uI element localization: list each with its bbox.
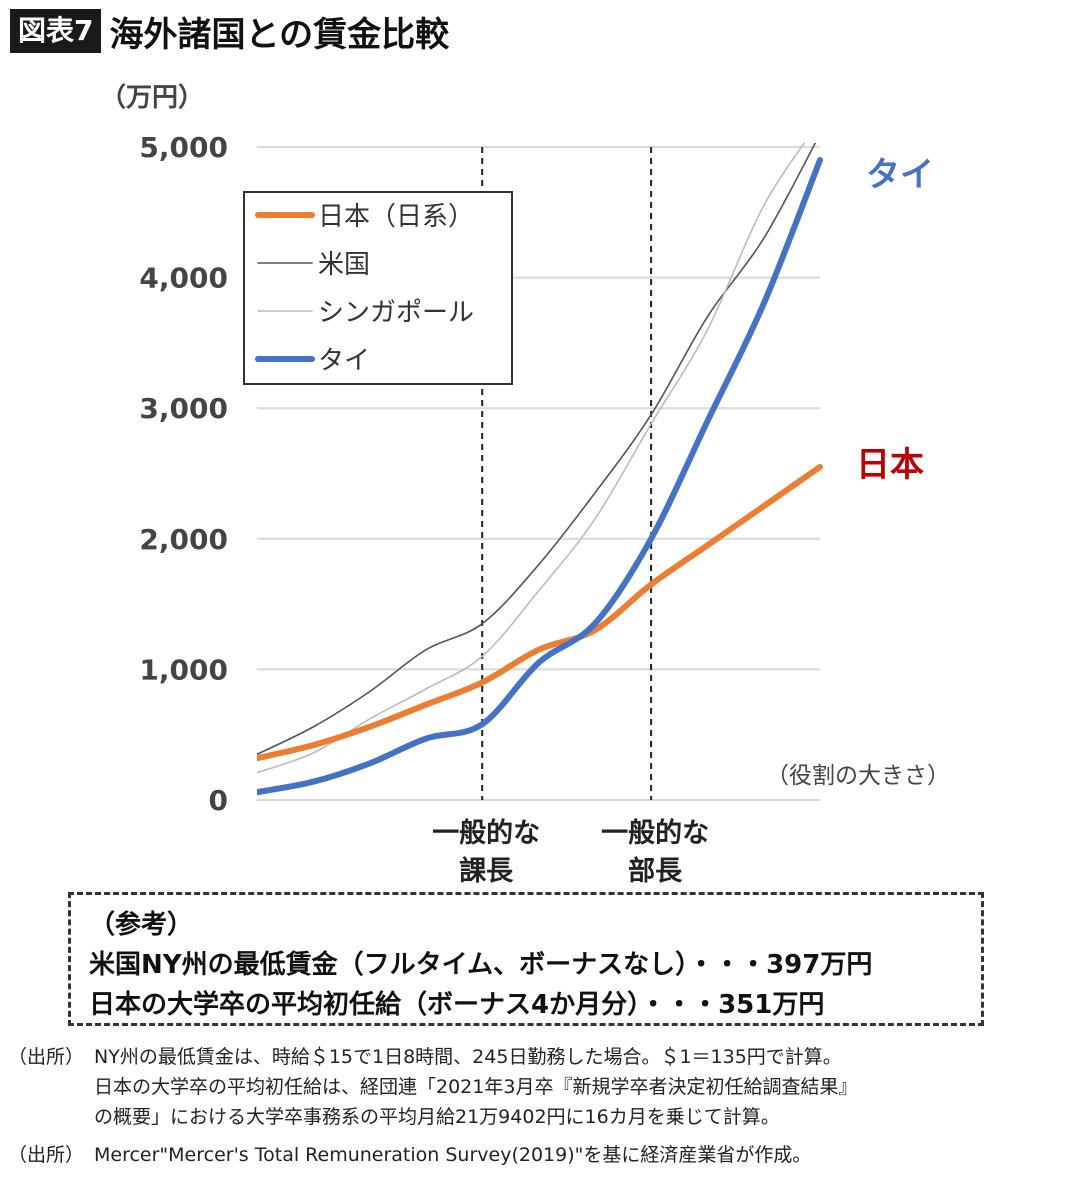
legend-label: 米国 xyxy=(318,250,370,280)
source-note-line: Mercer"Mercer's Total Remuneration Surve… xyxy=(94,1144,812,1166)
reference-heading: （参考） xyxy=(89,910,194,940)
source-note-2: （出所） Mercer"Mercer's Total Remuneration … xyxy=(8,1140,1076,1170)
role-marker-label: 部長 xyxy=(628,855,683,887)
source-note-line: の概要」における大学卒事務系の平均月給21万9402円に16カ月を乗じて計算。 xyxy=(94,1106,780,1128)
annotation-japan: 日本 xyxy=(856,445,924,485)
role-marker-label: 一般的な xyxy=(601,817,709,849)
reference-line-japan: 日本の大学卒の平均初任給（ボーナス4か月分）・・・351万円 xyxy=(89,990,825,1020)
x-axis-label: （役割の大きさ） xyxy=(766,763,950,789)
source-label: （出所） xyxy=(8,1144,85,1166)
y-tick-label: 0 xyxy=(209,784,228,817)
y-tick-label: 4,000 xyxy=(139,262,228,295)
source-note-line: NY州の最低賃金は、時給＄15で1日8時間、245日勤務した場合。＄1＝135円… xyxy=(94,1046,842,1068)
series-line xyxy=(257,463,823,762)
annotation-thailand: タイ xyxy=(866,155,934,195)
source-note-1: （出所） NY州の最低賃金は、時給＄15で1日8時間、245日勤務した場合。＄1… xyxy=(8,1042,1076,1132)
reference-box: （参考） 米国NY州の最低賃金（フルタイム、ボーナスなし）・・・397万円 日本… xyxy=(68,892,984,1026)
series-line xyxy=(257,143,817,756)
series-line xyxy=(257,157,823,796)
title-row: 図表7 海外諸国との賃金比較 xyxy=(10,8,450,55)
legend-box xyxy=(243,191,513,385)
source-note-line: 日本の大学卒の平均初任給は、経団連「2021年3月卒『新規学卒者決定初任給調査結… xyxy=(94,1076,858,1098)
y-axis-label: （万円） xyxy=(100,83,204,113)
source-notes: （出所） NY州の最低賃金は、時給＄15で1日8時間、245日勤務した場合。＄1… xyxy=(8,1042,1076,1170)
chart-title: 海外諸国との賃金比較 xyxy=(109,14,450,55)
y-tick-label: 3,000 xyxy=(139,392,228,425)
series-line xyxy=(257,143,806,774)
figure-badge: 図表7 xyxy=(10,9,102,53)
legend-label: タイ xyxy=(318,346,370,376)
y-tick-label: 5,000 xyxy=(139,131,228,164)
role-marker-label: 一般的な xyxy=(432,817,540,849)
role-marker-label: 課長 xyxy=(459,855,514,887)
legend-label: シンガポール xyxy=(318,298,474,328)
reference-line-us: 米国NY州の最低賃金（フルタイム、ボーナスなし）・・・397万円 xyxy=(89,950,873,980)
y-tick-label: 1,000 xyxy=(139,653,228,686)
source-label: （出所） xyxy=(8,1046,85,1068)
y-tick-label: 2,000 xyxy=(139,523,228,556)
legend-label: 日本（日系） xyxy=(318,202,474,232)
